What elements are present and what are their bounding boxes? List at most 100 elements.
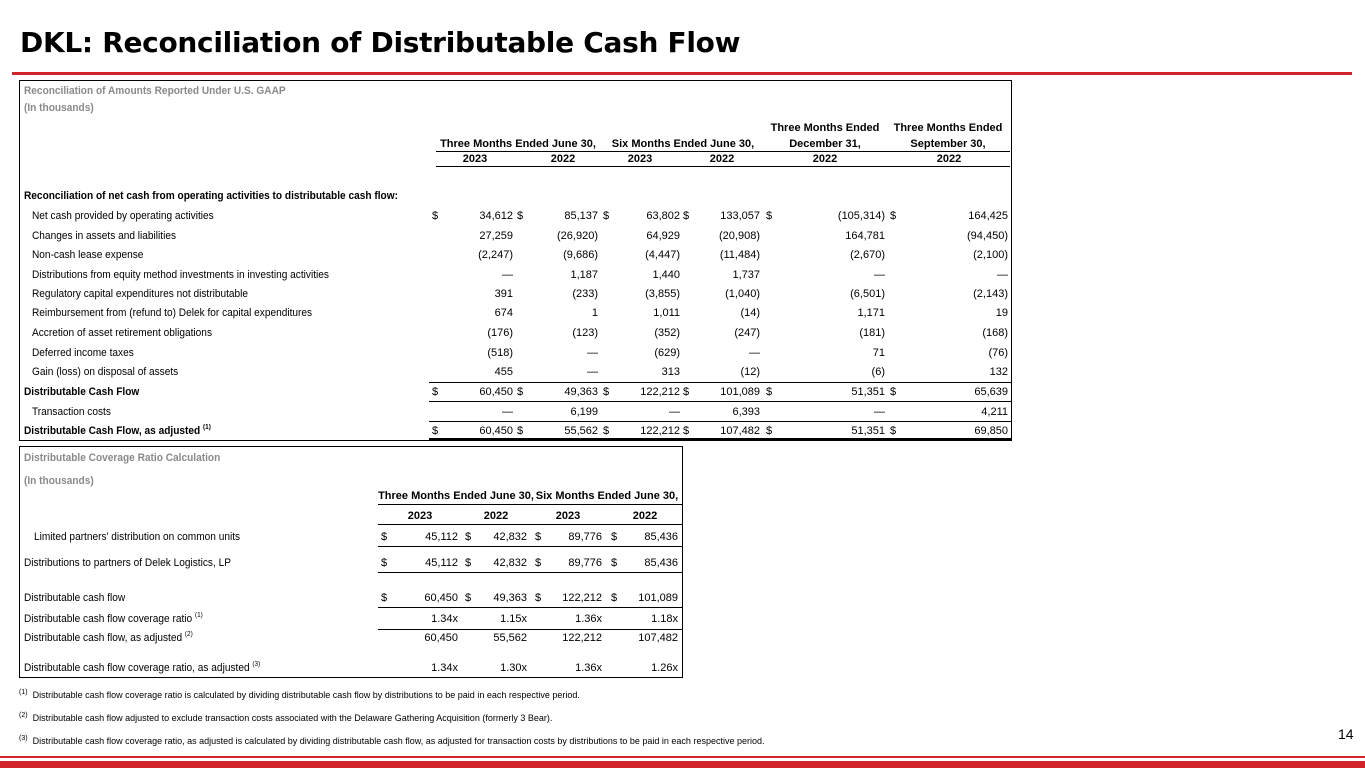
footnote-2: (2) Distributable cash flow adjusted to …: [19, 712, 553, 723]
cell-value: 69,850: [974, 425, 1008, 437]
year-header: 2022: [550, 153, 576, 165]
currency-symbol: $: [890, 425, 897, 437]
section-title: Reconciliation of net cash from operatin…: [24, 190, 398, 202]
cell-value: (76): [988, 347, 1008, 359]
year-header: 2022: [936, 153, 962, 165]
currency-symbol: $: [611, 592, 618, 604]
cell-value: —: [997, 269, 1008, 281]
t2-col-group-three-months: Three Months Ended June 30,: [378, 490, 534, 502]
cell-value: (518): [487, 347, 513, 359]
page-number: 14: [1338, 726, 1354, 742]
currency-symbol: $: [890, 386, 897, 398]
cell-value: (247): [734, 327, 760, 339]
col-group-dec-line2: December 31,: [789, 138, 861, 150]
row-label: Limited partners' distribution on common…: [34, 531, 241, 543]
cell-value: (94,450): [967, 230, 1008, 242]
cell-value: 55,562: [493, 632, 527, 644]
currency-symbol: $: [683, 425, 690, 437]
t2-header-rule: [378, 504, 682, 505]
t2-year-header: 2022: [483, 510, 509, 522]
row-label: Distributions to partners of Delek Logis…: [24, 557, 231, 569]
title-divider: [12, 72, 1352, 75]
cell-value: 19: [995, 307, 1008, 319]
cell-value: 107,482: [638, 632, 678, 644]
cell-value: 164,781: [845, 230, 885, 242]
footnote-1: (1) Distributable cash flow coverage rat…: [19, 689, 580, 700]
year-header: 2023: [627, 153, 653, 165]
row-label: Gain (loss) on disposal of assets: [32, 366, 179, 378]
t2-col-group-six-months: Six Months Ended June 30,: [535, 490, 679, 502]
cell-value: —: [669, 406, 680, 418]
row-label: Changes in assets and liabilities: [32, 230, 177, 242]
cell-value: 51,351: [851, 386, 885, 398]
row-label: Distributable Cash Flow: [24, 386, 140, 398]
t2-year-header: 2022: [632, 510, 658, 522]
cell-value: (20,908): [719, 230, 760, 242]
cell-value: —: [874, 406, 885, 418]
coverage-table-border: [19, 446, 683, 678]
cell-value: (1,040): [725, 288, 760, 300]
cell-value: 1.34x: [431, 613, 458, 625]
currency-symbol: $: [381, 557, 388, 569]
cell-value: 45,112: [425, 531, 458, 543]
total-double-rule: [429, 438, 1011, 440]
currency-symbol: $: [535, 531, 542, 543]
t2-year-header: 2023: [555, 510, 581, 522]
subtotal-bottom-rule: [429, 401, 1011, 402]
col-group-six-months: Six Months Ended June 30,: [611, 138, 755, 150]
t2-year-header: 2023: [407, 510, 433, 522]
col-group-three-months: Three Months Ended June 30,: [440, 138, 596, 150]
cell-value: 34,612: [479, 210, 513, 222]
cell-value: 122,212: [640, 386, 680, 398]
year-header: 2022: [709, 153, 735, 165]
cell-value: (181): [859, 327, 885, 339]
col-group-sep-line1: Three Months Ended: [893, 122, 1003, 134]
cell-value: (3,855): [645, 288, 680, 300]
cell-value: 674: [494, 307, 513, 319]
footer-bar: [0, 761, 1365, 768]
row-label: Distributable cash flow, as adjusted (2): [24, 631, 193, 644]
cell-value: —: [749, 347, 760, 359]
currency-symbol: $: [603, 386, 610, 398]
t2-rule: [378, 629, 682, 630]
table2-units: (In thousands): [24, 475, 94, 487]
t2-year-rule: [378, 524, 682, 525]
cell-value: —: [587, 347, 598, 359]
cell-value: 122,212: [640, 425, 680, 437]
col-group-dec-line1: Three Months Ended: [770, 122, 880, 134]
cell-value: 49,363: [493, 592, 527, 604]
row-label: Net cash provided by operating activitie…: [32, 210, 214, 222]
cell-value: 164,425: [968, 210, 1008, 222]
footnote-ref: (1): [202, 424, 211, 432]
cell-value: 313: [661, 366, 680, 378]
cell-value: 1.26x: [651, 662, 678, 674]
footnote-ref: (3): [252, 661, 261, 669]
cell-value: —: [587, 366, 598, 378]
currency-symbol: $: [890, 210, 897, 222]
cell-value: (14): [740, 307, 760, 319]
header-rule: [436, 151, 1010, 152]
currency-symbol: $: [465, 531, 472, 543]
row-label: Distributable cash flow coverage ratio, …: [24, 661, 261, 674]
cell-value: 455: [494, 366, 513, 378]
cell-value: 60,450: [424, 632, 458, 644]
row-label: Distributable Cash Flow, as adjusted (1): [24, 424, 211, 437]
currency-symbol: $: [381, 531, 388, 543]
cell-value: 6,393: [732, 406, 760, 418]
currency-symbol: $: [683, 210, 690, 222]
cell-value: 1,440: [652, 269, 680, 281]
cell-value: 89,776: [568, 557, 602, 569]
col-group-sep-line2: September 30,: [910, 138, 986, 150]
currency-symbol: $: [517, 386, 524, 398]
footnote-ref: (2): [184, 631, 193, 639]
row-label: Transaction costs: [32, 406, 111, 418]
cell-value: (233): [572, 288, 598, 300]
cell-value: 1.36x: [575, 613, 602, 625]
cell-value: (26,920): [557, 230, 598, 242]
cell-value: 64,929: [646, 230, 680, 242]
cell-value: 27,259: [479, 230, 513, 242]
cell-value: 85,436: [644, 531, 678, 543]
row-label: Non-cash lease expense: [32, 249, 144, 261]
cell-value: (352): [654, 327, 680, 339]
cell-value: 55,562: [564, 425, 598, 437]
